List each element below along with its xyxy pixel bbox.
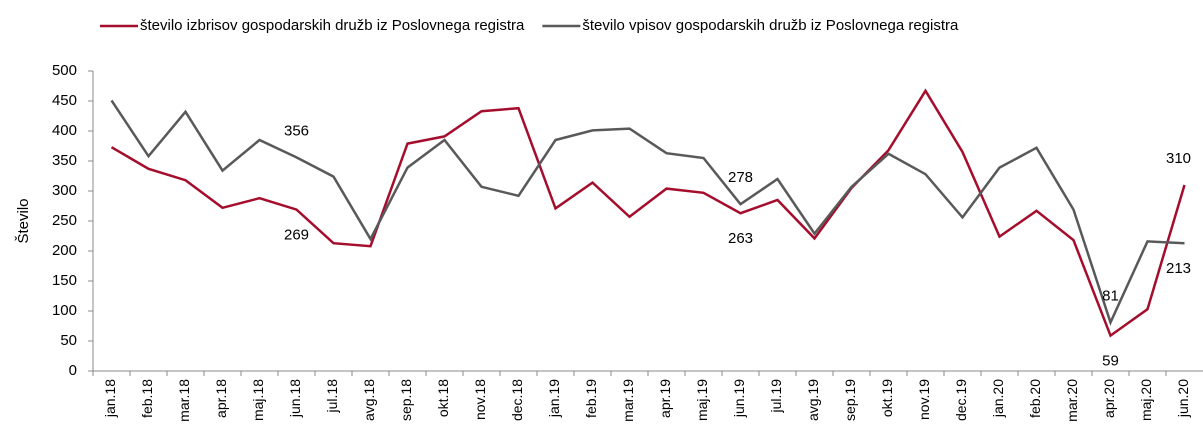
legend-label: število vpisov gospodarskih družb iz Pos… [582,17,959,34]
y-tick-label: 0 [69,362,77,379]
x-tick-label: sep.18 [398,379,414,421]
y-tick-label: 400 [52,122,77,139]
series-line [110,99,1185,326]
series-line [110,88,1186,338]
x-tick-label: okt.19 [879,379,895,417]
y-tick-label: 150 [52,272,77,289]
x-tick-label: avg.19 [805,379,821,421]
x-tick-label: nov.18 [472,379,488,420]
x-tick-label: dec.19 [953,379,969,421]
legend-label: število izbrisov gospodarskih družb iz P… [140,17,525,34]
x-tick-label: jan.20 [990,379,1006,418]
data-label: 59 [1102,353,1119,370]
x-tick-label: jul.18 [324,379,340,414]
x-tick-label: jul.19 [768,379,784,414]
x-tick-label: jun.19 [731,379,747,418]
y-axis-label: Število [15,198,32,243]
y-tick-label: 350 [52,152,77,169]
x-tick-label: feb.19 [583,379,599,418]
x-tick-label: mar.19 [620,379,636,422]
x-tick-label: jun.18 [287,379,303,418]
x-tick-label: jan.18 [102,379,118,418]
y-tick-label: 200 [52,242,77,259]
x-tick-label: feb.18 [139,379,155,418]
x-tick-label: avg.18 [361,379,377,421]
data-label: 310 [1166,150,1191,167]
x-tick-label: maj.20 [1138,379,1154,421]
x-tick-label: nov.19 [916,379,932,420]
x-tick-label: okt.18 [435,379,451,417]
y-tick-label: 450 [52,92,77,109]
x-tick-label: mar.20 [1064,379,1080,422]
x-tick-label: maj.18 [250,379,266,421]
x-tick-label: apr.20 [1101,379,1117,418]
x-tick-label: sep.19 [842,379,858,421]
x-tick-label: mar.18 [176,379,192,422]
y-tick-label: 500 [52,62,77,79]
x-tick-label: dec.18 [509,379,525,421]
x-tick-label: maj.19 [694,379,710,421]
data-label: 263 [728,230,753,247]
x-tick-label: apr.19 [657,379,673,418]
y-tick-label: 50 [60,332,77,349]
x-tick-label: jan.19 [546,379,562,418]
y-tick-label: 250 [52,212,77,229]
x-tick-label: apr.18 [213,379,229,418]
data-label: 278 [728,169,753,186]
y-tick-label: 100 [52,302,77,319]
x-tick-label: jun.20 [1175,379,1191,418]
x-tick-label: feb.20 [1027,379,1043,418]
data-label: 213 [1166,260,1191,277]
data-label: 269 [284,227,309,244]
y-tick-label: 300 [52,182,77,199]
data-label: 81 [1102,287,1119,304]
data-label: 356 [284,122,309,139]
